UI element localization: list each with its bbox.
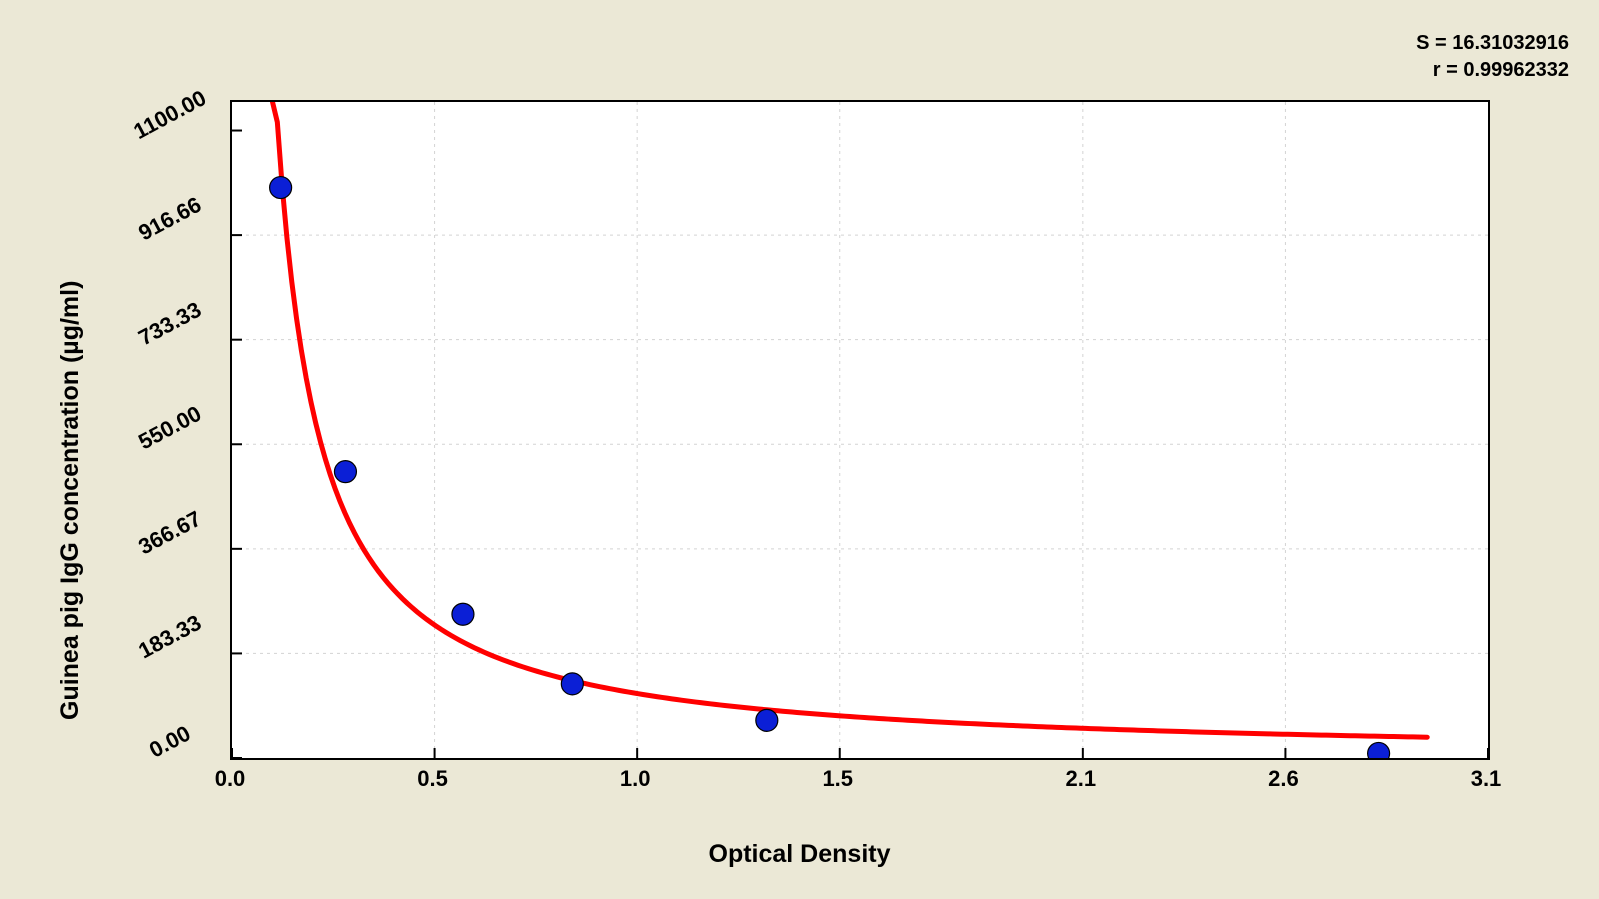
grid-lines — [232, 102, 1488, 758]
plot-svg — [232, 102, 1488, 758]
x-tick-label: 0.0 — [215, 766, 246, 792]
data-point — [756, 709, 778, 731]
y-tick-label: 916.66 — [134, 192, 206, 247]
data-point — [270, 177, 292, 199]
y-tick-label: 550.00 — [134, 401, 206, 456]
fit-curve — [273, 102, 1428, 737]
y-tick-label: 733.33 — [134, 296, 206, 351]
y-tick-label: 183.33 — [134, 610, 206, 665]
x-tick-label: 0.5 — [417, 766, 448, 792]
y-tick-label: 366.67 — [134, 506, 206, 561]
y-tick-label: 1100.00 — [129, 85, 210, 145]
plot-area — [230, 100, 1490, 760]
data-point — [561, 673, 583, 695]
data-point — [452, 603, 474, 625]
stat-s: S = 16.31032916 — [1416, 30, 1569, 57]
chart-page: S = 16.31032916 r = 0.99962332 Guinea pi… — [0, 0, 1599, 899]
x-tick-label: 2.1 — [1066, 766, 1097, 792]
y-axis-label: Guinea pig IgG concentration (µg/ml) — [56, 281, 85, 720]
x-tick-label: 3.1 — [1471, 766, 1502, 792]
fit-stats: S = 16.31032916 r = 0.99962332 — [1416, 30, 1569, 84]
x-tick-label: 1.5 — [822, 766, 853, 792]
data-points — [270, 177, 1390, 758]
x-tick-label: 2.6 — [1268, 766, 1299, 792]
x-axis-label: Optical Density — [0, 840, 1599, 869]
x-tick-label: 1.0 — [620, 766, 651, 792]
stat-r: r = 0.99962332 — [1416, 57, 1569, 84]
data-point — [334, 461, 356, 483]
data-point — [1368, 742, 1390, 758]
y-tick-label: 0.00 — [145, 720, 195, 763]
axis-ticks — [232, 131, 1488, 758]
